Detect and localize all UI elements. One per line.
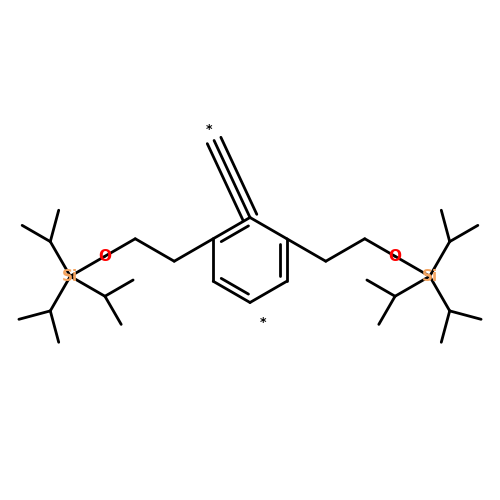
Text: *: * <box>259 316 266 330</box>
Text: Si: Si <box>422 269 438 284</box>
Text: *: * <box>206 122 212 136</box>
Text: O: O <box>388 248 402 264</box>
Text: O: O <box>98 249 112 264</box>
Text: Si: Si <box>62 269 78 284</box>
